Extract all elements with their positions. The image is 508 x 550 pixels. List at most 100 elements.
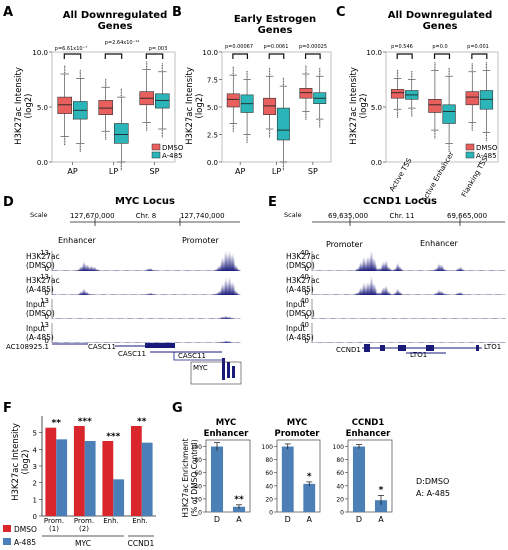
boxC-bracket-0 bbox=[396, 53, 413, 59]
panel-d-myc-exon-1 bbox=[222, 358, 225, 380]
tracksD-track-label-1-a: H3K27ac bbox=[26, 276, 60, 285]
boxC-outlier-lo-0-0-0 bbox=[396, 110, 399, 112]
panel-e-chr: Chr. 11 bbox=[390, 212, 415, 220]
boxB-xlabel-2: SP bbox=[308, 167, 318, 176]
boxA-outlier-hi-0-0-1 bbox=[64, 70, 66, 72]
boxB-outlier-hi-1-0-0 bbox=[268, 74, 271, 76]
panel-b-pvalue-lp: p=0.0061 bbox=[264, 44, 289, 50]
boxC-outlier-hi-2-0-0 bbox=[471, 69, 473, 71]
boxA-outlier-lo-1-0-1 bbox=[105, 133, 107, 135]
tracksE-track-signal-2 bbox=[312, 317, 506, 319]
boxB-box-1-1 bbox=[276, 107, 290, 141]
panel-g-plot: 100 80 60 40 20 0 D A ** 100 80 60 40 20 0 D A * 100 80 60 40… bbox=[191, 439, 393, 524]
boxB-outlier-hi-1-1-0 bbox=[282, 84, 285, 86]
panel-g-ytick-label-1-1: 80 bbox=[265, 457, 273, 464]
panel-g-ytick-label-0-2: 60 bbox=[194, 470, 202, 477]
tracksD-track-min-0: 0 bbox=[45, 265, 49, 273]
panel-d-title: MYC Locus bbox=[115, 196, 175, 207]
boxA-outlier-lo-0-0-4 bbox=[64, 144, 66, 146]
boxB-outlier-lo-0-0-1 bbox=[232, 126, 234, 128]
panel-g-xlabel-0-0: D bbox=[214, 515, 220, 524]
boxB-outlier-hi-2-1-3 bbox=[319, 69, 321, 71]
panel-g-title-2b: Promoter bbox=[275, 429, 321, 439]
panel-f-xlabel-1b: (1) bbox=[49, 525, 59, 533]
boxC-outlier-hi-0-0-1 bbox=[396, 74, 399, 76]
boxC-outlier-lo-2-1-4 bbox=[485, 139, 488, 141]
boxB-xlabel-1: LP bbox=[272, 167, 281, 176]
boxA-outlier-hi-1-0-0 bbox=[105, 85, 107, 87]
panel-b-ylabel-2: (log2) bbox=[195, 94, 205, 119]
panel-g-star-0: ** bbox=[234, 495, 244, 505]
boxC-outlier-lo-1-1-1 bbox=[448, 145, 450, 147]
boxB-outlier-lo-1-0-4 bbox=[268, 136, 271, 138]
boxA-outlier-hi-2-0-4 bbox=[146, 61, 148, 63]
panel-a-legend-swatch-a485 bbox=[151, 151, 161, 159]
tracksE-track-signal-3 bbox=[312, 341, 506, 343]
boxB-bracket-1 bbox=[268, 53, 285, 59]
boxC-outlier-hi-1-1-3 bbox=[448, 69, 450, 71]
panel-g-ytick-label-1-4: 20 bbox=[265, 496, 273, 503]
boxC-outlier-hi-1-0-0 bbox=[434, 68, 436, 70]
panel-e-scale-label: Scale bbox=[284, 211, 302, 219]
panel-c-pvalue-ftss: p=0.001 bbox=[467, 44, 489, 50]
tracksE-track-min-2: 0 bbox=[305, 313, 309, 321]
tracksD-track-signal-2 bbox=[52, 315, 241, 319]
panel-g-ytick-label-2-1: 80 bbox=[336, 457, 344, 464]
boxC-outlier-lo-2-1-0 bbox=[485, 133, 488, 135]
boxA-bracket-2 bbox=[145, 53, 164, 59]
boxB-outlier-hi-2-1-2 bbox=[319, 70, 321, 73]
boxC-outlier-hi-2-0-3 bbox=[471, 64, 473, 67]
boxA-outlier-hi-2-1-1 bbox=[161, 68, 163, 70]
boxB-outlier-lo-2-0-0 bbox=[305, 112, 307, 114]
boxB-outlier-lo-1-0-0 bbox=[268, 129, 271, 132]
boxC-outlier-hi-0-1-4 bbox=[411, 71, 413, 73]
panel-f-star-1: *** bbox=[78, 417, 92, 427]
boxB-outlier-hi-0-0-0 bbox=[232, 73, 234, 75]
panel-g-key-1: D:DMSO bbox=[416, 477, 449, 486]
boxB-ytick-label-2: 5.0 bbox=[207, 104, 218, 112]
boxC-outlier-lo-0-1-0 bbox=[411, 109, 413, 111]
tracksD-track-max-0: 13 bbox=[40, 249, 49, 257]
panel-b-title-2: Genes bbox=[258, 25, 293, 36]
panel-f-bar-a485-0 bbox=[56, 439, 68, 516]
panel-b-pvalue-sp: p=0.00025 bbox=[299, 44, 327, 50]
boxA-outlier-hi-2-0-0 bbox=[146, 67, 148, 69]
boxB-outlier-hi-1-1-3 bbox=[282, 79, 285, 81]
tracksD-track-label-0-b: (DMSO) bbox=[26, 261, 55, 270]
boxC-outlier-lo-1-1-2 bbox=[448, 147, 450, 149]
boxA-outlier-hi-2-1-0 bbox=[161, 69, 163, 71]
tracksE-track-label-3-b: (A-485) bbox=[286, 333, 314, 342]
boxC-outlier-hi-1-0-1 bbox=[434, 67, 436, 69]
boxC-outlier-hi-1-0-4 bbox=[434, 62, 436, 64]
boxA-outlier-hi-0-1-1 bbox=[79, 74, 81, 76]
boxB-outlier-hi-0-1-4 bbox=[246, 71, 248, 73]
panel-g-xlabel-1-0: D bbox=[285, 515, 291, 524]
tracksE-track-min-1: 0 bbox=[305, 289, 309, 297]
boxB-outlier-lo-1-1-4 bbox=[282, 169, 285, 171]
panel-f-ytick-label-1: 4 bbox=[33, 446, 38, 454]
boxB-outlier-hi-0-1-1 bbox=[246, 75, 248, 77]
panel-a-pvalues: p=6.61x10⁻⁷ p=2.64x10⁻¹⁴ p=.003 bbox=[55, 40, 167, 52]
panel-a-legend: DMSO A-485 bbox=[151, 143, 184, 160]
panel-a-pvalue-lp: p=2.64x10⁻¹⁴ bbox=[105, 40, 139, 46]
panel-a-legend-a485: A-485 bbox=[162, 152, 183, 160]
boxB-outlier-lo-0-0-3 bbox=[232, 129, 234, 131]
boxB-outlier-lo-2-1-2 bbox=[319, 123, 321, 125]
panel-b: B Early Estrogen Genes H3K27ac Intensity… bbox=[172, 5, 332, 176]
boxC-outlier-hi-2-1-1 bbox=[485, 67, 488, 69]
panel-c-legend-swatch-dmso bbox=[465, 143, 475, 151]
boxA-box-1-1 bbox=[114, 123, 129, 144]
boxC-outlier-hi-1-0-3 bbox=[434, 63, 436, 65]
boxB-box-1-0 bbox=[263, 97, 277, 115]
panel-letter-d: D bbox=[3, 195, 14, 210]
boxA-ytick-label-0: 10.0 bbox=[32, 49, 48, 57]
boxA-outlier-hi-0-1-0 bbox=[79, 76, 81, 78]
panel-e-tracks: H3K27ac(DMSO)400H3K27ac(A-485)400Input(D… bbox=[286, 249, 506, 345]
panel-g-xlabel-2-1: A bbox=[378, 515, 384, 524]
panel-f-xlabel-2a: Prom. bbox=[74, 517, 94, 525]
panel-a-title-1: All Downregulated bbox=[63, 10, 168, 21]
boxC-outlier-lo-1-0-4 bbox=[434, 137, 436, 139]
boxA-outlier-lo-1-1-2 bbox=[120, 166, 122, 168]
